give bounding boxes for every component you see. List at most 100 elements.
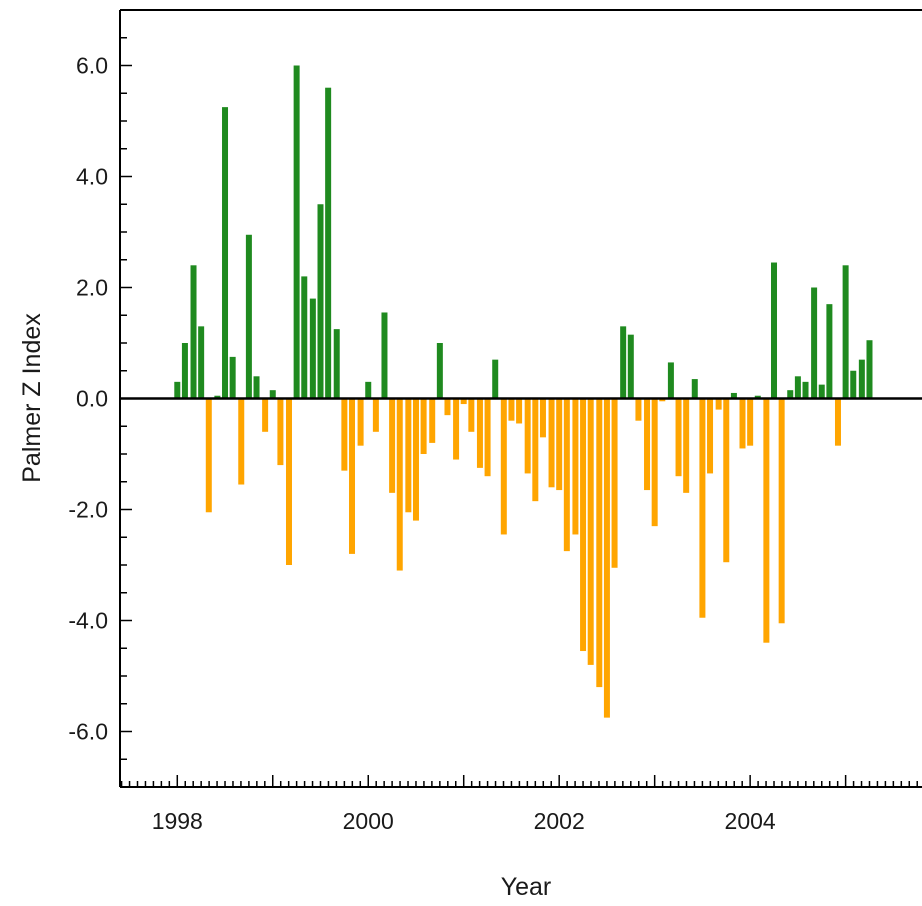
x-tick-label: 2004 — [725, 808, 776, 834]
bar — [198, 326, 205, 399]
bar — [396, 398, 403, 571]
bar — [317, 204, 324, 399]
bar — [580, 398, 587, 652]
bar — [587, 398, 594, 665]
bar — [484, 398, 491, 477]
bar — [635, 398, 642, 421]
bar — [245, 234, 252, 399]
bar — [747, 398, 754, 446]
bar — [468, 398, 475, 432]
bar — [548, 398, 555, 488]
bar — [691, 379, 698, 399]
bar — [420, 398, 427, 454]
bar — [229, 356, 236, 399]
bar — [412, 398, 419, 521]
bar — [381, 312, 388, 399]
bar — [476, 398, 483, 468]
bar — [205, 398, 212, 513]
x-axis-title: Year — [501, 873, 552, 901]
x-tick-label: 2000 — [343, 808, 394, 834]
bar — [436, 343, 443, 399]
bar — [611, 398, 618, 568]
bar — [651, 398, 658, 527]
y-tick-label: -6.0 — [68, 719, 108, 745]
bar — [771, 262, 778, 399]
bar — [794, 376, 801, 399]
bars-group — [174, 65, 873, 718]
bar — [429, 398, 436, 443]
bar — [357, 398, 364, 446]
bar — [603, 398, 610, 718]
bar — [333, 329, 340, 399]
axes-group: 6.0 4.0 2.0 0.0 -2.0 -4.0 -6.0 1998 2000 2002 2004 — [68, 9, 922, 834]
bar — [293, 65, 300, 399]
bar — [214, 395, 221, 399]
bar — [563, 398, 570, 552]
bar — [699, 398, 706, 618]
bar — [444, 398, 451, 416]
bar — [269, 390, 276, 399]
bar — [341, 398, 348, 471]
bar — [238, 398, 245, 485]
bar — [405, 398, 412, 513]
bar — [675, 398, 682, 477]
bar — [349, 398, 356, 554]
bar — [811, 287, 818, 399]
bar — [572, 398, 579, 535]
bar — [644, 398, 651, 491]
y-tick-label: -2.0 — [68, 497, 108, 523]
x-tick-label: 1998 — [152, 808, 203, 834]
bar — [532, 398, 539, 502]
bar — [277, 398, 284, 466]
bar — [627, 334, 634, 399]
bar — [492, 359, 499, 399]
x-tick-label: 2002 — [534, 808, 585, 834]
bar — [763, 398, 770, 643]
y-tick-label: 0.0 — [76, 386, 108, 412]
bar — [460, 398, 467, 405]
bar — [222, 107, 229, 399]
bar — [453, 398, 460, 460]
bar — [596, 398, 603, 688]
bar — [285, 398, 292, 565]
bar — [262, 398, 269, 432]
bar — [365, 381, 372, 399]
bar — [850, 370, 857, 399]
y-tick-label: 6.0 — [76, 53, 108, 79]
bar — [372, 398, 379, 432]
bar — [715, 398, 722, 410]
bar — [539, 398, 546, 438]
y-axis-title: Palmer Z Index — [18, 313, 46, 483]
bar — [620, 326, 627, 399]
bar — [754, 395, 761, 399]
bar — [739, 398, 746, 449]
y-tick-label: 4.0 — [76, 164, 108, 190]
bar — [508, 398, 515, 421]
bar — [500, 398, 507, 535]
y-tick-label: 2.0 — [76, 275, 108, 301]
bar — [683, 398, 690, 493]
bar — [253, 376, 260, 399]
bar — [818, 384, 825, 399]
bar — [787, 390, 794, 399]
bar — [309, 298, 316, 399]
bar — [866, 340, 873, 399]
bar — [842, 265, 849, 399]
bar — [707, 398, 714, 474]
bar — [301, 276, 308, 399]
bar — [834, 398, 841, 446]
bar — [723, 398, 730, 563]
bar — [389, 398, 396, 493]
bar — [826, 304, 833, 399]
y-tick-label: -4.0 — [68, 608, 108, 634]
bar — [858, 359, 865, 399]
bar — [174, 381, 181, 399]
bar — [325, 87, 332, 399]
bar — [667, 362, 674, 399]
bar — [659, 398, 666, 402]
bar — [516, 398, 523, 424]
bar — [802, 381, 809, 399]
bar — [556, 398, 563, 491]
bar — [190, 265, 197, 399]
